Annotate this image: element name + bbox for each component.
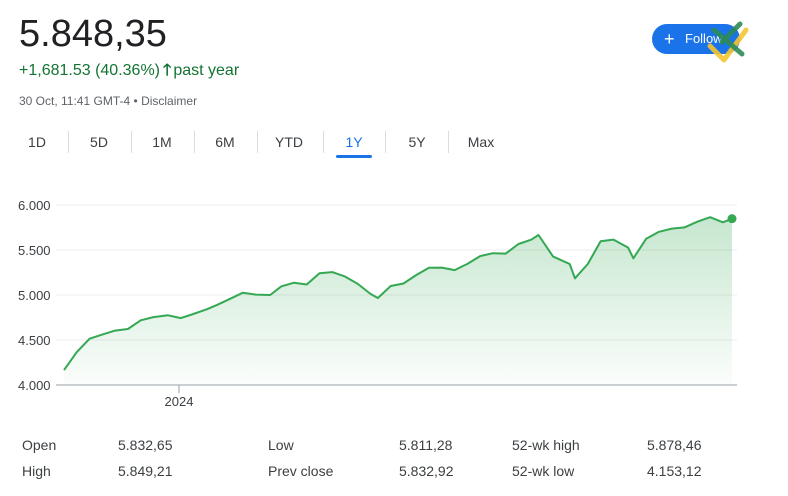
price-display: 5.848,35 xyxy=(19,13,167,55)
stat-label-52wk-high: 52-wk high xyxy=(512,437,580,453)
change-value: +1,681.53 (40.36%) xyxy=(19,62,160,79)
y-tick-label: 6.000 xyxy=(18,198,51,213)
tab-1m[interactable]: 1M xyxy=(152,134,172,150)
stat-value-high: 5.849,21 xyxy=(118,463,173,479)
separator-dot: • xyxy=(133,94,138,108)
stat-value-52wk-high: 5.878,46 xyxy=(647,437,702,453)
stat-value-prev-close: 5.832,92 xyxy=(399,463,454,479)
disclaimer-link[interactable]: Disclaimer xyxy=(141,94,198,108)
stat-label-open: Open xyxy=(22,437,57,453)
stats-table: Open 5.832,65 High 5.849,21 Low 5.811,28… xyxy=(0,430,788,490)
tab-5y[interactable]: 5Y xyxy=(408,134,426,150)
y-tick-label: 4.500 xyxy=(18,333,51,348)
price-line xyxy=(63,216,733,371)
range-tabs: 1D 5D 1M 6M YTD 1Y 5Y Max xyxy=(0,128,788,158)
active-tab-indicator xyxy=(336,155,372,158)
current-price-dot xyxy=(727,214,737,224)
stat-label-low: Low xyxy=(268,437,294,453)
stat-value-low: 5.811,28 xyxy=(399,437,453,453)
price-area-fill xyxy=(64,217,732,385)
y-tick-label: 5.500 xyxy=(18,243,51,258)
tab-5d[interactable]: 5D xyxy=(90,134,108,150)
tab-ytd[interactable]: YTD xyxy=(275,134,303,150)
timestamp-line: 30 Oct, 11:41 GMT-4 • Disclaimer xyxy=(19,93,197,109)
checkmark-logo-icon xyxy=(707,21,749,63)
tab-max[interactable]: Max xyxy=(467,134,495,150)
follow-label: Follow xyxy=(685,31,723,46)
arrow-up-icon: 🡑 xyxy=(163,62,172,79)
stat-value-52wk-low: 4.153,12 xyxy=(647,463,702,479)
stat-label-high: High xyxy=(22,463,51,479)
tab-1d[interactable]: 1D xyxy=(28,134,46,150)
timestamp: 30 Oct, 11:41 GMT-4 xyxy=(19,94,131,108)
tab-1y[interactable]: 1Y xyxy=(336,128,372,158)
stat-label-prev-close: Prev close xyxy=(268,463,334,479)
y-tick-label: 4.000 xyxy=(18,378,51,393)
x-tick-label: 2024 xyxy=(165,394,194,409)
change-period: past year xyxy=(173,62,240,79)
y-tick-label: 5.000 xyxy=(18,288,51,303)
price-change: +1,681.53 (40.36%) 🡑 past year xyxy=(19,61,239,81)
tab-6m[interactable]: 6M xyxy=(215,134,235,150)
price-chart: 4.000 4.500 5.000 5.500 6.000 2024 xyxy=(18,198,737,409)
plus-icon: + xyxy=(664,29,675,49)
stat-label-52wk-low: 52-wk low xyxy=(512,463,575,479)
stat-value-open: 5.832,65 xyxy=(118,437,173,453)
